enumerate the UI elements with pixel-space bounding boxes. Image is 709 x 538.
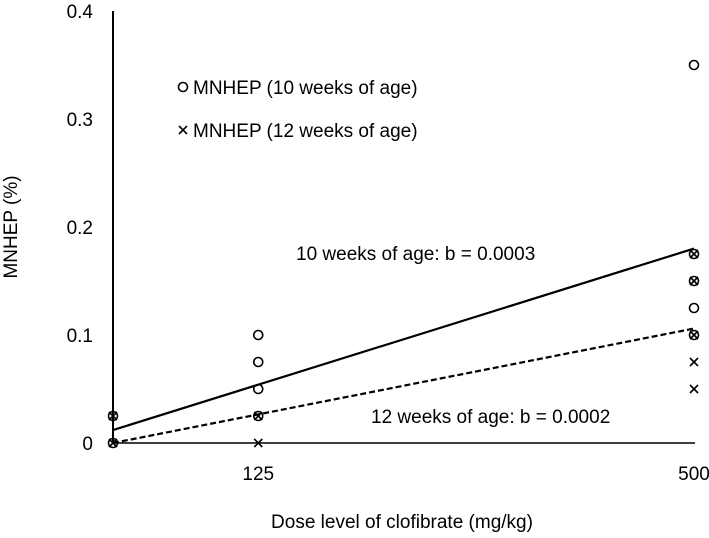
- data-point-circle: [688, 302, 700, 314]
- trend-line-10-weeks: [112, 247, 695, 432]
- x-tick-labels: 125 500: [242, 464, 709, 485]
- data-point-circle: [107, 410, 119, 422]
- data-point-x: [689, 276, 699, 286]
- data-point-circle: [252, 356, 264, 368]
- y-tick-label: 0.4: [67, 2, 94, 23]
- x-tick-label: 125: [242, 464, 274, 485]
- data-point-circle: [252, 383, 264, 395]
- data-point-circle: [688, 59, 700, 71]
- x-tick-label: 500: [678, 464, 709, 485]
- y-tick-label: 0: [82, 434, 93, 455]
- y-tick-label: 0.2: [67, 218, 93, 239]
- data-point-x: [689, 249, 699, 259]
- y-axis-title: MNHEP (%): [1, 175, 22, 278]
- data-point-circle: [688, 329, 700, 341]
- data-point-x: [689, 384, 699, 394]
- trend-label-10-weeks: 10 weeks of age: b = 0.0003: [296, 244, 535, 265]
- legend-label-12-weeks: MNHEP (12 weeks of age): [193, 121, 418, 142]
- y-tick-label: 0.1: [67, 326, 93, 347]
- x-axis-title: Dose level of clofibrate (mg/kg): [271, 512, 533, 533]
- legend-x-marker: [178, 125, 188, 135]
- data-point-x: [253, 411, 263, 421]
- data-point-circle: [107, 437, 119, 449]
- data-point-x: [108, 411, 118, 421]
- series-10-weeks-points: [107, 59, 700, 449]
- data-point-x: [689, 330, 699, 340]
- series-12-weeks-points: [108, 249, 699, 448]
- data-point-circle: [252, 410, 264, 422]
- legend-label-10-weeks: MNHEP (10 weeks of age): [193, 78, 418, 99]
- legend-circle-marker: [177, 81, 189, 93]
- data-point-circle: [688, 275, 700, 287]
- data-point-x: [689, 357, 699, 367]
- data-point-circle: [688, 248, 700, 260]
- y-tick-labels: 0 0.1 0.2 0.3 0.4: [67, 2, 94, 455]
- trend-label-12-weeks: 12 weeks of age: b = 0.0002: [371, 407, 610, 428]
- legend: MNHEP (10 weeks of age) MNHEP (12 weeks …: [177, 78, 418, 142]
- data-point-x: [108, 438, 118, 448]
- data-point-circle: [252, 329, 264, 341]
- data-point-x: [253, 438, 263, 448]
- y-tick-label: 0.3: [67, 110, 93, 131]
